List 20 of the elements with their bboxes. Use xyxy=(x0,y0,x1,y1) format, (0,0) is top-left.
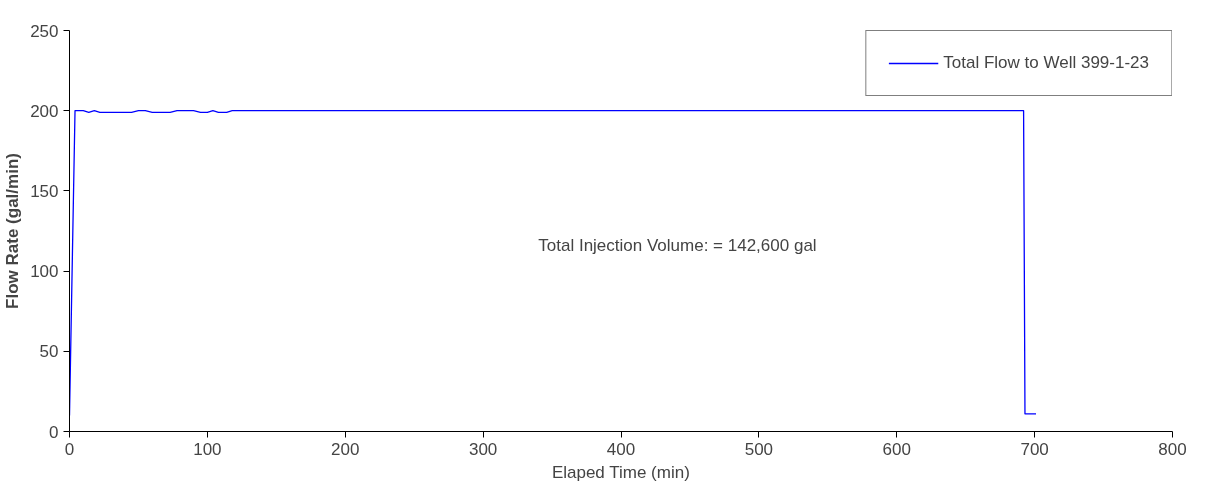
x-tick-label: 300 xyxy=(468,439,498,459)
y-tick-label: 0 xyxy=(49,422,59,442)
x-tick-label: 700 xyxy=(1020,439,1049,459)
x-tick-label: 0 xyxy=(64,439,75,459)
y-tick-label: 200 xyxy=(30,101,59,121)
annotation: Total Injection Volume: = 142,600 gal xyxy=(538,236,817,256)
y-axis-title: Flow Rate (gal/min) xyxy=(3,153,23,309)
line-series xyxy=(69,110,1037,417)
x-tick-label: 600 xyxy=(882,439,911,459)
x-tick-label: 200 xyxy=(331,439,360,459)
x-tick-label: 400 xyxy=(606,439,636,459)
x-axis-title: Elaped Time (min) xyxy=(551,462,690,482)
x-tick-label: 800 xyxy=(1158,439,1187,459)
legend-label: Total Flow to Well 399-1-23 xyxy=(943,53,1149,73)
y-tick-label: 50 xyxy=(39,342,59,362)
y-tick-label: 250 xyxy=(30,21,59,41)
y-tick-label: 150 xyxy=(30,181,59,201)
y-tick-label: 100 xyxy=(30,262,59,282)
x-tick-label: 100 xyxy=(193,439,222,459)
x-tick-label: 500 xyxy=(744,439,774,459)
